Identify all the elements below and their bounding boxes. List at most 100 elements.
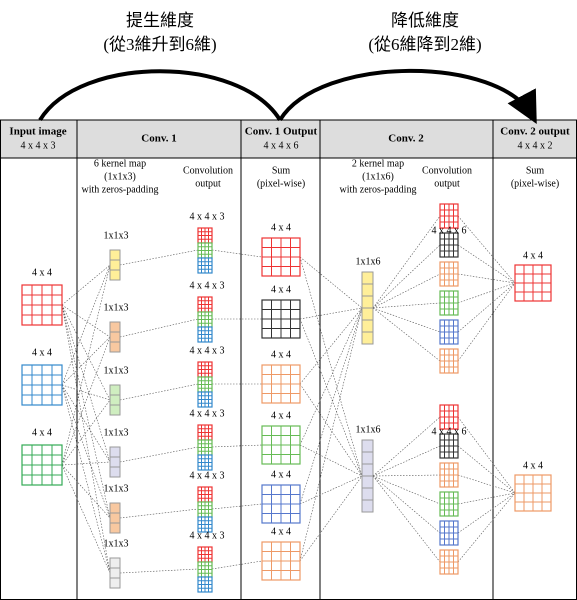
sum-label: 4 x 4: [523, 460, 543, 471]
kernel-cell: [109, 321, 121, 333]
connector: [372, 215, 441, 309]
sum-label: 4 x 4: [271, 222, 291, 233]
kernel-cell: [109, 557, 121, 569]
kernel-cell: [361, 499, 374, 513]
grid: [197, 227, 213, 244]
kernel-label: 1x1x3: [104, 302, 129, 313]
connector: [299, 475, 363, 505]
kernel-cell: [109, 466, 121, 478]
grid: [514, 264, 552, 302]
column-shape: 4 x 4 x 3: [21, 140, 56, 151]
column-title: Conv. 1: [141, 133, 176, 145]
grid: [197, 361, 213, 378]
grid: [21, 284, 63, 326]
grid: [261, 299, 301, 339]
kernel-label: 1x1x6: [356, 424, 381, 435]
column-title: Conv. 2: [388, 133, 424, 145]
subheader: 2 kernel map: [352, 158, 404, 169]
grid: [21, 364, 63, 406]
connector: [119, 318, 199, 338]
grid: [439, 549, 459, 575]
input-label: 4 x 4: [32, 347, 52, 358]
column-title: Conv. 2 output: [500, 126, 570, 138]
grid: [439, 203, 459, 229]
grid: [439, 290, 459, 316]
connector: [61, 384, 111, 463]
kernel-cell: [361, 283, 374, 297]
title-right: 降低維度: [391, 11, 459, 30]
grid: [439, 348, 459, 374]
kernel-cell: [109, 404, 121, 416]
kernel-label: 1x1x3: [104, 365, 129, 376]
column-title: Input image: [9, 126, 66, 138]
subheader: 6 kernel map: [94, 158, 146, 169]
subheader: (pixel-wise): [511, 178, 559, 189]
grid: [197, 376, 213, 393]
grid: [197, 439, 213, 456]
connector: [299, 444, 363, 477]
connector: [61, 464, 111, 574]
arc-down: [278, 68, 537, 125]
connector: [457, 492, 516, 534]
connector: [457, 282, 516, 304]
connector: [372, 273, 441, 309]
conv-output-label: 4 x 4 x 3: [190, 211, 225, 222]
kernel-cell: [361, 295, 374, 309]
connector: [457, 282, 516, 362]
grid: [197, 242, 213, 259]
connector: [61, 264, 111, 466]
sum-label: 4 x 4: [271, 410, 291, 421]
subheader: Convolution: [183, 165, 233, 176]
grid: [261, 484, 301, 524]
kernel-cell: [361, 451, 374, 465]
grid: [514, 474, 552, 512]
grid: [261, 541, 301, 581]
kernel-cell: [109, 384, 121, 396]
kernel-label: 1x1x3: [104, 427, 129, 438]
connector: [372, 475, 441, 563]
conv-output-label: 4 x 4 x 6: [432, 426, 467, 437]
sum-label: 4 x 4: [271, 349, 291, 360]
subtitle-left: (從3維升到6維): [103, 35, 216, 54]
connector: [61, 304, 111, 463]
subheader: output: [434, 178, 460, 189]
grid: [439, 491, 459, 517]
connector: [372, 416, 441, 477]
kernel-cell: [361, 439, 374, 453]
grid: [21, 444, 63, 486]
kernel-label: 1x1x3: [104, 538, 129, 549]
kernel-cell: [109, 341, 121, 353]
kernel-cell: [361, 475, 374, 489]
connector: [299, 307, 363, 320]
connector: [372, 474, 441, 477]
conv-output-label: 4 x 4 x 3: [190, 470, 225, 481]
subheader: (pixel-wise): [257, 178, 305, 189]
connector: [119, 249, 199, 266]
subheader: output: [195, 178, 221, 189]
connector: [299, 383, 363, 477]
grid: [197, 454, 213, 471]
column-title: Conv. 1 Output: [245, 126, 318, 138]
connector: [61, 384, 111, 574]
title-left: 提生維度: [126, 11, 194, 30]
conv-output-label: 4 x 4 x 3: [190, 530, 225, 541]
grid: [197, 561, 213, 578]
connector: [211, 503, 263, 510]
connector: [61, 461, 111, 466]
connector: [119, 568, 199, 574]
kernel-cell: [109, 446, 121, 458]
conv-output-label: 4 x 4 x 3: [190, 280, 225, 291]
grid: [197, 486, 213, 503]
grid: [197, 326, 213, 343]
kernel-cell: [109, 394, 121, 406]
connector: [372, 302, 441, 309]
kernel-label: 1x1x3: [104, 483, 129, 494]
subheader: (1x1x3): [104, 171, 136, 182]
subheader: Convolution: [422, 165, 472, 176]
arc-up: [38, 69, 282, 122]
kernel-cell: [109, 522, 121, 534]
kernel-label: 1x1x6: [356, 256, 381, 267]
grid: [439, 462, 459, 488]
grid: [439, 433, 459, 459]
